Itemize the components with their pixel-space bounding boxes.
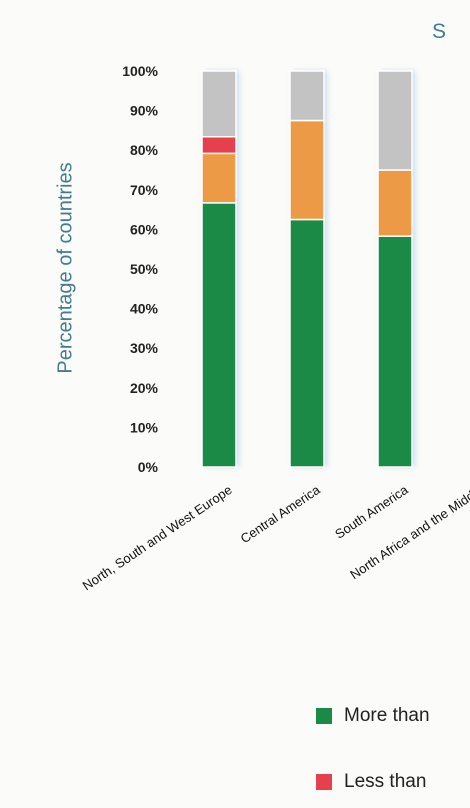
bar-segment-south-america-series-1	[377, 169, 413, 237]
legend-swatch-less-than	[316, 774, 332, 790]
y-tick-label-40: 40%	[130, 301, 159, 317]
y-tick-label-70: 70%	[130, 182, 159, 198]
y-tick-label-100: 100%	[122, 63, 158, 79]
bar-segment-central-america-series-0	[289, 218, 325, 468]
bar-segment-central-america-series-3	[289, 70, 325, 122]
x-tick-label-north-africa-and-the-middle: North Africa and the Middle	[347, 482, 470, 582]
legend-label-more-than: More than	[344, 705, 430, 726]
y-tick-label-80: 80%	[130, 142, 159, 158]
bar-segment-south-america-series-3	[377, 70, 413, 171]
x-tick-label-south-america: South America	[332, 482, 411, 542]
bar-segment-central-america-series-1	[289, 119, 325, 221]
legend-label-less-than: Less than	[344, 771, 427, 792]
x-tick-label-north-south-and-west-europe: North, South and West Europe	[80, 482, 235, 593]
bar-segment-north-south-and-west-europe-series-1	[201, 152, 237, 204]
bar-segment-south-america-series-0	[377, 235, 413, 468]
legend-item-more-than: More than	[316, 705, 430, 727]
y-tick-label-30: 30%	[130, 340, 159, 356]
legend-item-less-than: Less than	[316, 771, 426, 793]
y-tick-label-50: 50%	[130, 261, 159, 277]
x-tick-label-central-america: Central America	[238, 482, 324, 547]
legend-swatch-more-than	[316, 708, 332, 724]
y-tick-label-90: 90%	[130, 103, 159, 119]
y-tick-label-10: 10%	[130, 419, 159, 435]
y-tick-label-0: 0%	[138, 459, 159, 475]
y-tick-label-20: 20%	[130, 380, 159, 396]
bar-segment-north-south-and-west-europe-series-3	[201, 70, 237, 138]
bar-segment-north-south-and-west-europe-series-0	[201, 202, 237, 468]
y-tick-label-60: 60%	[130, 221, 159, 237]
bar-segment-north-south-and-west-europe-series-2	[201, 135, 237, 155]
chart-title: S	[432, 20, 447, 43]
